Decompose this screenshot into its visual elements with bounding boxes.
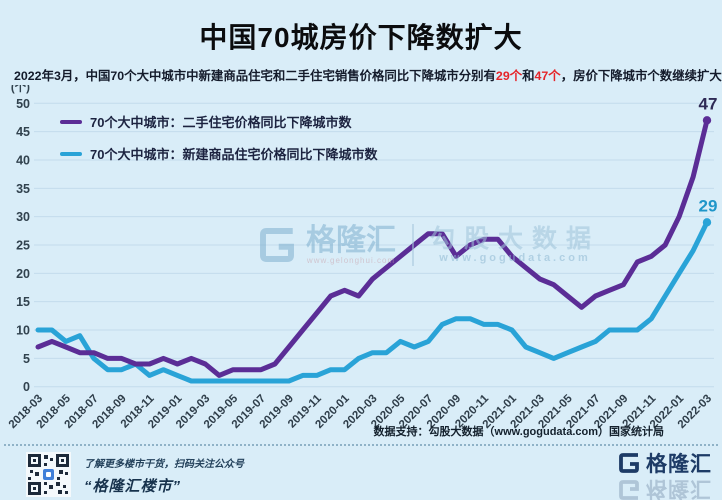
svg-text:25: 25 <box>16 239 30 253</box>
publisher-logo-text: 格隆汇 <box>646 453 712 476</box>
svg-text:50: 50 <box>16 97 30 111</box>
legend-item-newhome: 70个大中城市：新建商品住宅价格同比下降城市数 <box>60 144 377 163</box>
publisher-logo-reflection: 格隆汇 <box>592 475 712 500</box>
data-source-credit: 数据支持：勾股大数据（www.gogudata.com）国家统计局 <box>373 426 664 438</box>
subtitle-highlight-newhome-count: 29个 <box>495 69 523 83</box>
svg-text:5: 5 <box>23 352 30 366</box>
qr-code-icon <box>26 452 71 497</box>
svg-text:35: 35 <box>16 182 30 196</box>
subtitle-text: ，房价下降城市个数继续扩大。 <box>560 69 722 83</box>
subtitle-text: 和 <box>522 69 535 83</box>
subtitle-highlight-secondhand-count: 47个 <box>534 69 561 83</box>
gelonghui-logo-icon <box>619 453 639 473</box>
publisher-logo-block: 格隆汇 格隆汇 <box>592 448 712 500</box>
subtitle-text: 2022年3月，中国70个大中城市中新建商品住宅和二手住宅销售价格同比下降城市分… <box>14 69 496 83</box>
legend-item-secondhand: 70个大中城市：二手住宅价格同比下降城市数 <box>60 112 377 131</box>
qr-caption-line1: 了解更多楼市干货，扫码关注公众号 <box>84 459 244 470</box>
legend-label-secondhand: 70个大中城市：二手住宅价格同比下降城市数 <box>90 115 352 130</box>
subtitle: 2022年3月，中国70个大中城市中新建商品住宅和二手住宅销售价格同比下降城市分… <box>14 66 722 84</box>
qr-captions: 了解更多楼市干货，扫码关注公众号 “格隆汇楼市” <box>84 452 244 496</box>
svg-text:10: 10 <box>16 324 30 338</box>
svg-text:0: 0 <box>23 380 30 394</box>
legend-label-newhome: 70个大中城市：新建商品住宅价格同比下降城市数 <box>90 147 378 162</box>
qr-caption-line2: “格隆汇楼市” <box>84 478 182 495</box>
publisher-logo-text-reflection: 格隆汇 <box>646 477 712 500</box>
chart-legend: 70个大中城市：二手住宅价格同比下降城市数 70个大中城市：新建商品住宅价格同比… <box>60 112 377 176</box>
qr-block: 了解更多楼市干货，扫码关注公众号 “格隆汇楼市” <box>26 452 244 497</box>
svg-text:20: 20 <box>16 267 30 281</box>
gelonghui-logo-icon <box>619 480 639 500</box>
svg-text:29: 29 <box>699 196 718 215</box>
publisher-logo: 格隆汇 <box>592 448 712 478</box>
secondhand-line-swatch-icon <box>60 119 82 124</box>
svg-text:47: 47 <box>699 94 718 113</box>
svg-text:45: 45 <box>16 125 30 139</box>
line-chart: 05101520253035404550(个)2018-032018-05201… <box>7 85 718 431</box>
svg-text:(个): (个) <box>11 85 30 94</box>
svg-text:30: 30 <box>16 210 30 224</box>
svg-text:15: 15 <box>16 295 30 309</box>
footer-divider <box>4 444 718 446</box>
svg-text:40: 40 <box>16 153 30 167</box>
newhome-line-swatch-icon <box>60 151 82 156</box>
page-title: 中国70城房价下降数扩大 <box>199 22 523 53</box>
